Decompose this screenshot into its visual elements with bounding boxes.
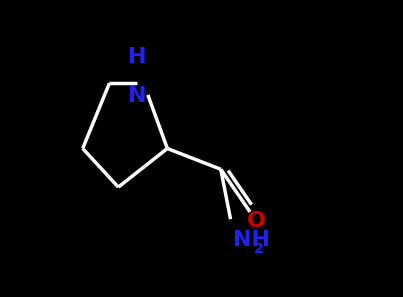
Text: 2: 2 bbox=[254, 242, 264, 256]
Text: H: H bbox=[128, 47, 147, 67]
Text: N: N bbox=[128, 86, 147, 106]
Text: O: O bbox=[247, 211, 266, 231]
Text: NH: NH bbox=[233, 230, 270, 250]
